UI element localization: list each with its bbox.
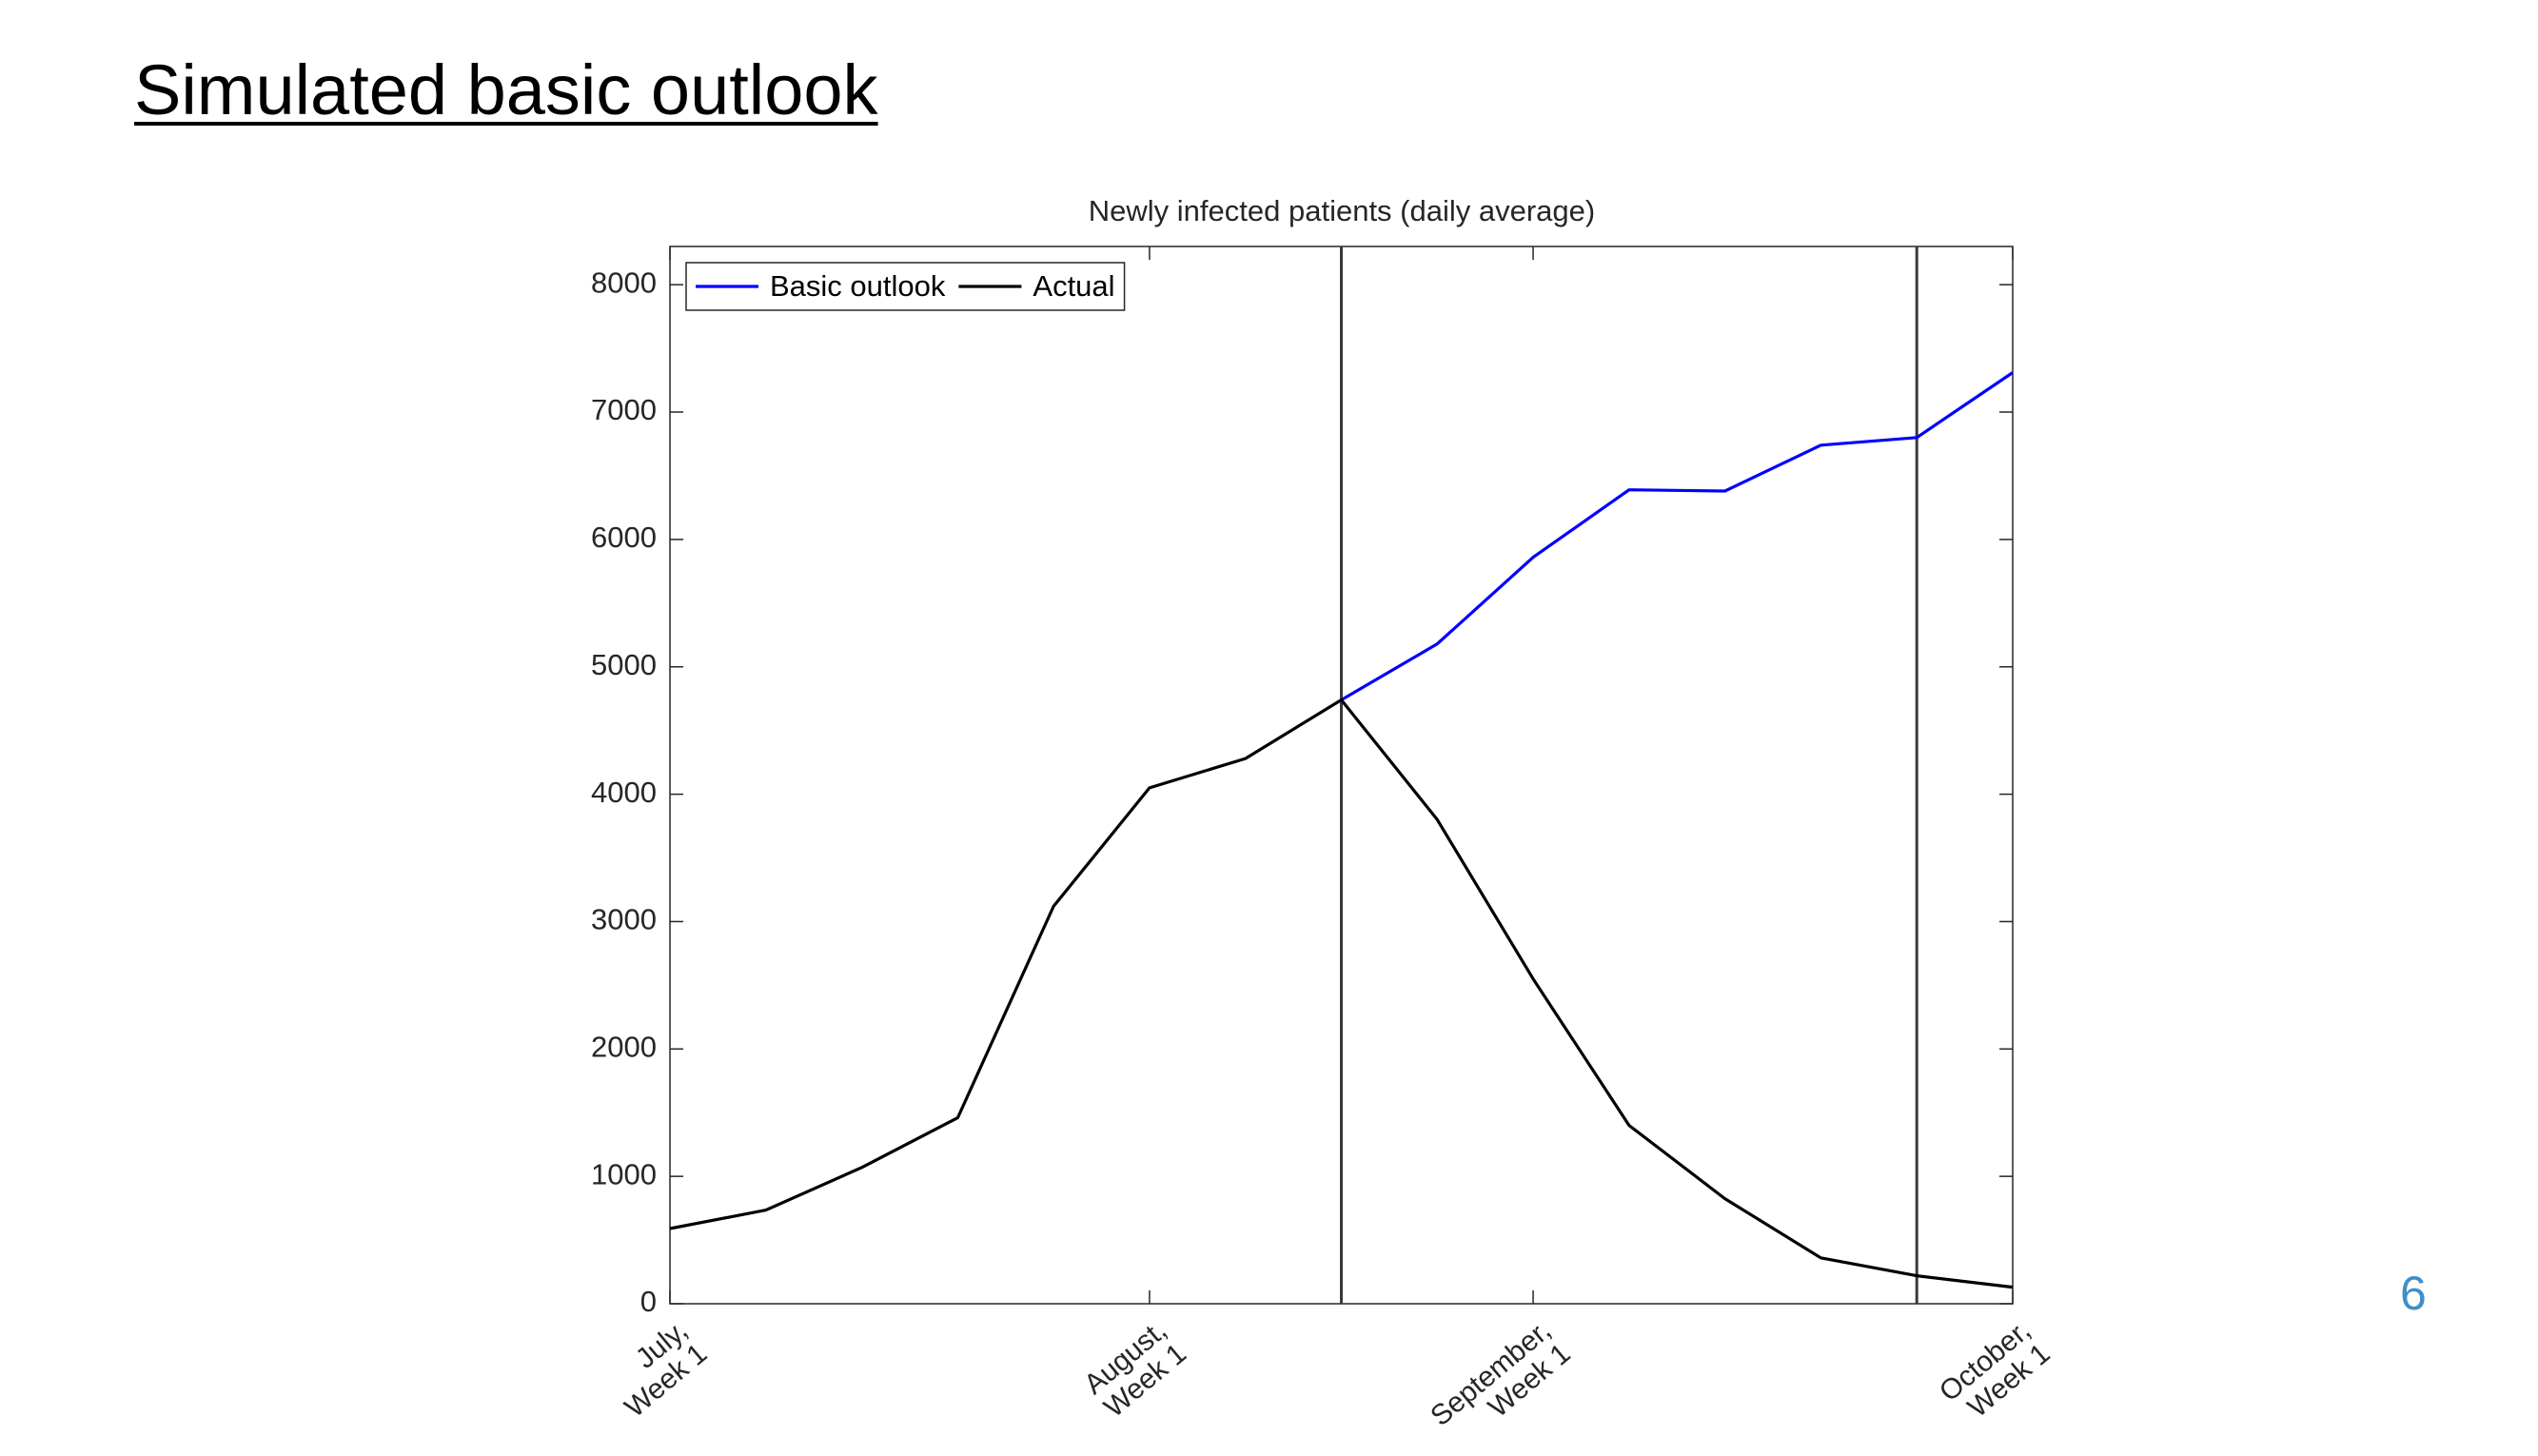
slide-title: Simulated basic outlook: [134, 50, 878, 129]
y-tick-label: 4000: [591, 776, 657, 809]
line-series: [669, 698, 2014, 1289]
y-tick-label: 3000: [591, 903, 657, 936]
y-tick-label: 1000: [591, 1157, 657, 1190]
legend-label: Actual: [1033, 269, 1114, 303]
chart-title: Newly infected patients (daily average): [1089, 194, 1595, 227]
y-tick-label: 5000: [591, 648, 657, 681]
y-tick-label: 8000: [591, 266, 657, 299]
y-tick-label: 0: [640, 1285, 657, 1318]
page-number: 6: [2400, 1267, 2427, 1320]
y-tick-label: 2000: [591, 1030, 657, 1063]
line-series: [1340, 371, 2014, 701]
y-tick-label: 7000: [591, 393, 657, 426]
y-tick-label: 6000: [591, 521, 657, 554]
legend-label: Basic outlook: [770, 269, 946, 303]
legend-box: [685, 262, 1126, 311]
